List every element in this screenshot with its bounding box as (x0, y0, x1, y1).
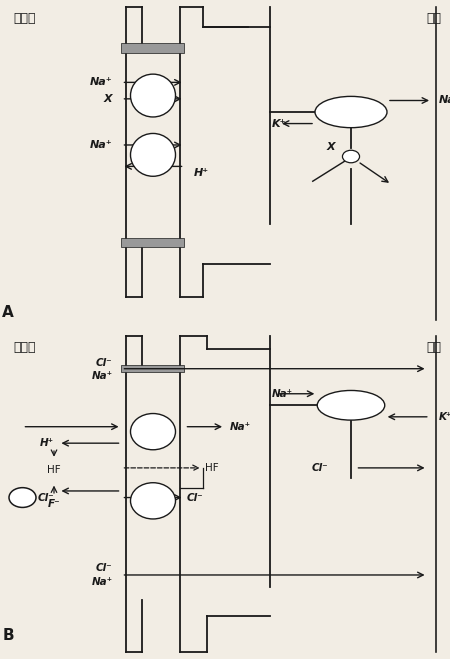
Ellipse shape (130, 74, 176, 117)
Text: K⁺: K⁺ (439, 412, 450, 422)
Text: Na⁺: Na⁺ (91, 577, 112, 587)
Text: HF: HF (205, 463, 218, 473)
Text: Na⁺: Na⁺ (91, 370, 112, 381)
Ellipse shape (317, 390, 385, 420)
Bar (122, 238, 184, 247)
Text: Na⁺: Na⁺ (90, 140, 112, 150)
Text: ATP: ATP (342, 400, 360, 411)
Ellipse shape (130, 482, 176, 519)
Text: H⁺: H⁺ (194, 168, 209, 178)
Text: Na⁺: Na⁺ (272, 389, 293, 399)
Text: A: A (2, 304, 14, 320)
Text: X: X (327, 142, 335, 152)
Ellipse shape (130, 133, 176, 177)
Ellipse shape (315, 96, 387, 128)
Ellipse shape (342, 150, 360, 163)
Text: Cl⁻: Cl⁻ (96, 358, 112, 368)
Text: Cl⁻: Cl⁻ (187, 492, 203, 503)
Text: ATP: ATP (342, 107, 360, 117)
Bar (122, 43, 184, 53)
Text: 血液: 血液 (426, 11, 441, 24)
Text: Na⁺: Na⁺ (439, 96, 450, 105)
Text: K⁺: K⁺ (272, 119, 287, 129)
Ellipse shape (130, 414, 176, 449)
Text: Na⁺: Na⁺ (230, 422, 251, 432)
Text: 小管液: 小管液 (14, 11, 36, 24)
Bar (122, 365, 184, 372)
Text: Cl⁻: Cl⁻ (96, 563, 112, 573)
Text: B: B (2, 627, 14, 643)
Text: F⁻: F⁻ (48, 500, 60, 509)
Text: 小管液: 小管液 (14, 341, 36, 354)
Text: HF: HF (47, 465, 61, 474)
Ellipse shape (9, 488, 36, 507)
Text: Cl⁻: Cl⁻ (37, 492, 54, 503)
Text: Cl⁻: Cl⁻ (312, 463, 328, 473)
Text: X: X (104, 94, 112, 104)
Text: +: + (17, 490, 28, 505)
Text: Na⁺: Na⁺ (90, 77, 112, 88)
Text: H⁺: H⁺ (40, 438, 54, 448)
Text: 血液: 血液 (426, 341, 441, 354)
